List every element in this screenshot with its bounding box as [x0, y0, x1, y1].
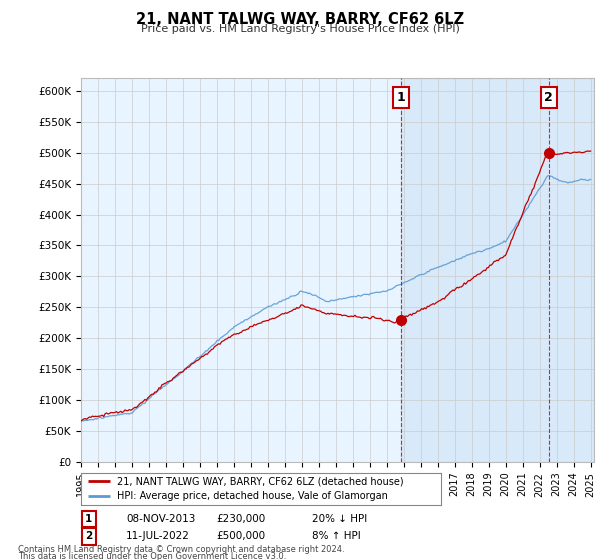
Text: 11-JUL-2022: 11-JUL-2022	[126, 531, 190, 542]
Text: £230,000: £230,000	[216, 514, 265, 524]
Text: 8% ↑ HPI: 8% ↑ HPI	[312, 531, 361, 542]
Text: £500,000: £500,000	[216, 531, 265, 542]
Bar	[401, 78, 594, 462]
Text: 2: 2	[85, 531, 92, 542]
Text: HPI: Average price, detached house, Vale of Glamorgan: HPI: Average price, detached house, Vale…	[117, 491, 388, 501]
Text: Contains HM Land Registry data © Crown copyright and database right 2024.: Contains HM Land Registry data © Crown c…	[18, 545, 344, 554]
Text: 20% ↓ HPI: 20% ↓ HPI	[312, 514, 367, 524]
Text: 08-NOV-2013: 08-NOV-2013	[126, 514, 196, 524]
Text: 1: 1	[397, 91, 406, 104]
Text: 2: 2	[544, 91, 553, 104]
Text: 21, NANT TALWG WAY, BARRY, CF62 6LZ: 21, NANT TALWG WAY, BARRY, CF62 6LZ	[136, 12, 464, 27]
Text: 1: 1	[85, 514, 92, 524]
Text: 21, NANT TALWG WAY, BARRY, CF62 6LZ (detached house): 21, NANT TALWG WAY, BARRY, CF62 6LZ (det…	[117, 477, 404, 487]
Text: This data is licensed under the Open Government Licence v3.0.: This data is licensed under the Open Gov…	[18, 552, 286, 560]
Text: Price paid vs. HM Land Registry's House Price Index (HPI): Price paid vs. HM Land Registry's House …	[140, 24, 460, 34]
